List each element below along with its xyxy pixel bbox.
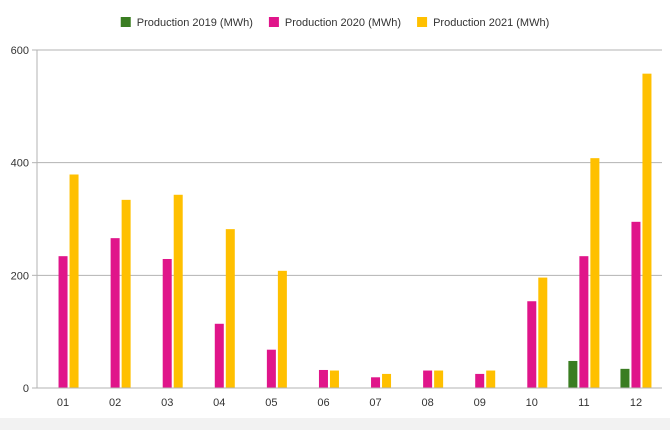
bar-series2-cat-11 (590, 158, 600, 388)
x-tick-label: 08 (422, 397, 434, 409)
bar-series1-cat-06 (318, 369, 328, 388)
x-tick-label: 12 (630, 397, 642, 409)
bar-series1-cat-09 (475, 373, 485, 388)
bar-series1-cat-10 (527, 301, 537, 388)
bar-series2-cat-05 (277, 270, 287, 388)
bar-series1-cat-07 (371, 377, 381, 388)
bar-series1-cat-12 (631, 221, 641, 388)
x-tick-label: 06 (317, 397, 329, 409)
bar-series2-cat-04 (225, 229, 235, 388)
bar-series0-cat-11 (568, 360, 578, 388)
x-tick-label: 03 (161, 397, 173, 409)
legend: Production 2019 (MWh) Production 2020 (MW… (120, 17, 549, 29)
x-tick-label: 05 (265, 397, 277, 409)
bar-series1-cat-01 (58, 256, 68, 388)
x-tick-label: 01 (57, 397, 69, 409)
y-tick-label: 400 (11, 158, 29, 170)
x-tick-label: 04 (213, 397, 225, 409)
bar-series2-cat-03 (173, 194, 183, 388)
x-tick-label: 02 (109, 397, 121, 409)
bar-series1-cat-03 (162, 258, 172, 388)
bar-series2-cat-09 (486, 370, 496, 388)
bar-series1-cat-02 (110, 238, 120, 388)
bar-series2-cat-08 (434, 370, 444, 388)
legend-swatch-0 (120, 17, 131, 27)
bars (58, 73, 652, 388)
y-tick-label: 0 (23, 383, 29, 395)
y-tick-label: 200 (11, 270, 29, 282)
bar-series2-cat-01 (69, 174, 79, 388)
grid-lines (37, 49, 662, 389)
legend-label-0: Production 2019 (MWh) (137, 17, 253, 29)
bar-series1-cat-11 (579, 256, 589, 388)
bar-series0-cat-12 (620, 368, 630, 388)
bar-series2-cat-06 (329, 370, 339, 388)
bar-series1-cat-04 (214, 323, 224, 388)
bar-series2-cat-07 (382, 373, 392, 388)
bar-series1-cat-08 (423, 370, 433, 388)
bar-series2-cat-12 (642, 73, 652, 388)
x-tick-label: 10 (526, 397, 538, 409)
x-tick-label: 07 (369, 397, 381, 409)
x-tick-label: 11 (578, 397, 589, 409)
y-tick-label: 600 (11, 45, 29, 57)
legend-swatch-1 (268, 17, 279, 27)
footer-band (0, 418, 670, 430)
bar-series2-cat-02 (121, 199, 131, 388)
x-tick-label: 09 (474, 397, 486, 409)
legend-label-1: Production 2020 (MWh) (285, 17, 401, 29)
legend-swatch-2 (417, 17, 428, 27)
bar-series2-cat-10 (538, 277, 548, 388)
legend-label-2: Production 2021 (MWh) (433, 17, 549, 29)
bar-series1-cat-05 (266, 349, 276, 388)
axes: 0 200 400 600 01 02 03 04 05 06 07 08 09 10 11 12 (11, 45, 662, 409)
